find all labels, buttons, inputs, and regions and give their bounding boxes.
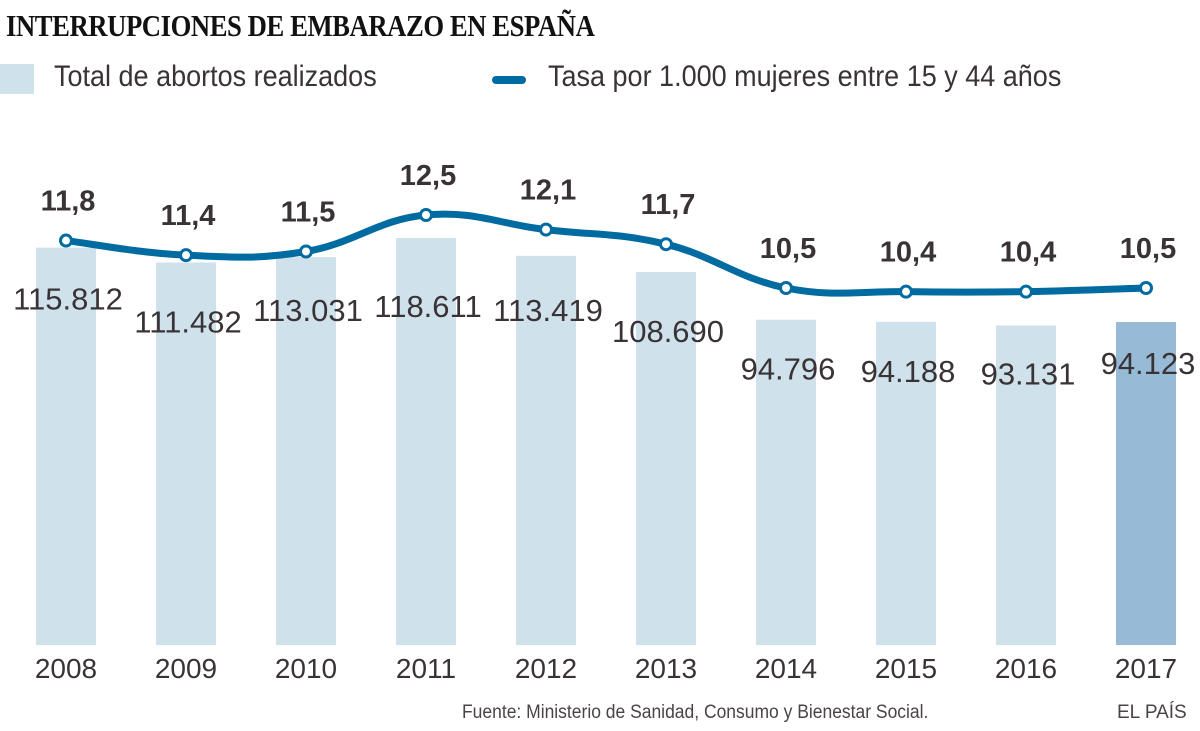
rate-marker-2011 <box>419 208 433 222</box>
x-tick-label: 2013 <box>635 653 697 684</box>
rate-marker-2010 <box>299 244 313 259</box>
x-tick-label: 2010 <box>275 653 337 684</box>
legend-line-label: Tasa por 1.000 mujeres entre 15 y 44 año… <box>548 60 1062 93</box>
rate-marker-2008 <box>59 233 73 248</box>
bar-value-label: 113.031 <box>253 293 363 328</box>
rate-value-label: 11,7 <box>641 189 696 221</box>
bar-2012 <box>516 255 576 646</box>
x-tick-label: 2017 <box>1115 653 1177 684</box>
rate-value-label: 10,5 <box>1120 233 1176 265</box>
rate-line <box>62 210 1150 297</box>
bar-2009 <box>156 262 216 645</box>
bar-value-label: 94.188 <box>861 354 956 389</box>
bar-value-label: 93.131 <box>981 356 1076 391</box>
rate-value-label: 11,5 <box>281 197 336 229</box>
rate-marker-2013 <box>659 237 673 252</box>
bar-2015 <box>876 321 936 645</box>
x-tick-label: 2014 <box>755 653 817 684</box>
bar-value-label: 118.611 <box>374 289 481 324</box>
legend-bar-label: Total de abortos realizados <box>54 60 377 93</box>
rate-value-label: 11,4 <box>161 200 216 232</box>
bar-2011 <box>396 238 456 645</box>
chart-title: INTERRUPCIONES DE EMBARAZO EN ESPAÑA <box>6 8 595 43</box>
bar-value-label: 94.123 <box>1101 346 1196 381</box>
x-tick-label: 2011 <box>396 653 456 684</box>
legend-bar-swatch <box>0 64 34 94</box>
bar-value-label: 108.690 <box>612 314 724 349</box>
rate-value-label: 10,5 <box>760 233 816 265</box>
rate-value-label: 12,5 <box>400 160 456 192</box>
legend-line-swatch <box>492 76 526 84</box>
x-tick-label: 2009 <box>155 653 217 684</box>
source-note: Fuente: Ministerio de Sanidad, Consumo y… <box>462 702 929 723</box>
bar-2013 <box>636 272 696 645</box>
x-tick-label: 2016 <box>995 653 1057 684</box>
rate-marker-2009 <box>179 248 193 263</box>
bar-value-label: 113.419 <box>493 293 603 328</box>
bar-value-label: 94.796 <box>741 352 836 387</box>
bar-2014 <box>756 319 816 645</box>
rate-marker-2014 <box>779 281 793 295</box>
bar-2010 <box>276 257 336 645</box>
legend: Total de abortos realizados Tasa por 1.0… <box>0 60 1200 100</box>
x-tick-label: 2008 <box>35 653 97 684</box>
bar-value-label: 115.812 <box>13 282 123 317</box>
rate-marker-2012 <box>539 222 553 237</box>
rate-value-label: 10,4 <box>1000 237 1056 269</box>
brand-label: EL PAÍS <box>1117 702 1187 723</box>
bar-value-label: 111.482 <box>134 304 241 339</box>
rate-value-label: 12,1 <box>520 175 576 207</box>
bar-2017 <box>1116 322 1176 645</box>
bar-2008 <box>36 247 96 646</box>
rate-marker-2015 <box>899 284 913 299</box>
x-tick-label: 2015 <box>875 653 937 684</box>
rate-marker-2016 <box>1019 284 1033 299</box>
rate-value-label: 11,8 <box>41 186 96 218</box>
rate-value-label: 10,4 <box>880 237 936 269</box>
x-tick-label: 2012 <box>515 653 577 684</box>
rate-marker-2017 <box>1139 281 1153 295</box>
bar-2016 <box>996 325 1056 645</box>
